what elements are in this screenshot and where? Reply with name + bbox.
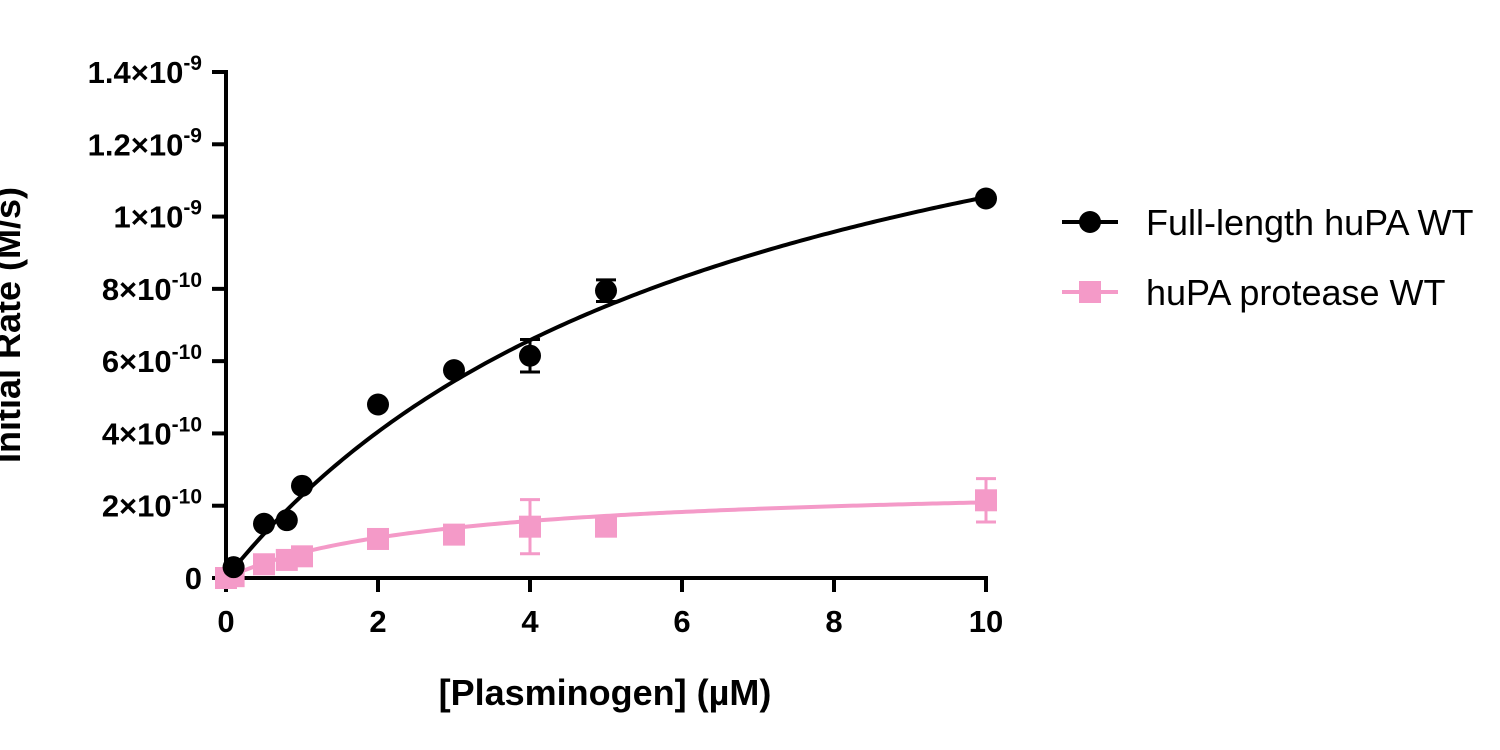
x-tick-label: 6 bbox=[673, 604, 690, 639]
x-axis-title: [Plasminogen] (µM) bbox=[439, 672, 772, 713]
data-point bbox=[595, 515, 617, 538]
y-tick-exponent: -10 bbox=[172, 269, 202, 292]
y-tick-mantissa: 1.2×10 bbox=[88, 127, 184, 162]
y-tick-exponent: -9 bbox=[183, 197, 202, 220]
y-tick-mantissa: 1.4×10 bbox=[88, 55, 184, 90]
y-tick-mantissa: 1×10 bbox=[113, 200, 183, 235]
y-tick-mantissa: 2×10 bbox=[102, 489, 172, 524]
y-tick-label: 1.2×10-9 bbox=[88, 124, 202, 162]
y-tick-mantissa: 6×10 bbox=[102, 344, 172, 379]
fit-curve bbox=[225, 500, 987, 580]
data-point bbox=[519, 344, 541, 367]
legend: Full-length huPA WT huPA protease WT bbox=[1062, 202, 1473, 313]
data-point bbox=[443, 359, 465, 382]
y-tick-mantissa: 4×10 bbox=[102, 416, 172, 451]
data-point bbox=[595, 279, 617, 302]
legend-item: Full-length huPA WT bbox=[1062, 202, 1473, 243]
data-point bbox=[291, 474, 313, 497]
data-point bbox=[975, 489, 997, 512]
series-full-length bbox=[222, 187, 997, 579]
legend-label: Full-length huPA WT bbox=[1146, 202, 1473, 243]
x-tick-label: 2 bbox=[369, 604, 386, 639]
legend-label: huPA protease WT bbox=[1146, 272, 1445, 313]
y-tick-exponent: -10 bbox=[172, 486, 202, 509]
x-tick-label: 0 bbox=[217, 604, 234, 639]
y-tick-exponent: -10 bbox=[172, 341, 202, 364]
data-point bbox=[443, 523, 465, 546]
data-point bbox=[275, 509, 298, 532]
y-tick-mantissa: 0 bbox=[185, 561, 202, 596]
y-tick-exponent: -10 bbox=[172, 413, 202, 436]
data-point bbox=[253, 553, 275, 576]
y-tick-label: 1×10-9 bbox=[113, 197, 202, 235]
data-point bbox=[367, 527, 389, 550]
legend-marker bbox=[1079, 211, 1101, 233]
x-axis-ticks: 0 2 4 6 8 10 bbox=[217, 578, 1003, 639]
x-tick-label: 8 bbox=[825, 604, 842, 639]
series-protease bbox=[215, 477, 997, 589]
legend-marker bbox=[1079, 281, 1101, 303]
y-tick-label: 6×10-10 bbox=[102, 341, 202, 379]
y-tick-label: 8×10-10 bbox=[102, 269, 202, 307]
data-point bbox=[291, 545, 313, 568]
y-axis-title: Initial Rate (M/s) bbox=[0, 187, 28, 463]
y-tick-label: 0 bbox=[185, 561, 202, 596]
plot-area bbox=[215, 187, 997, 589]
data-point bbox=[222, 556, 245, 579]
fit-curve bbox=[232, 195, 987, 570]
data-point bbox=[519, 515, 541, 538]
y-tick-label: 1.4×10-9 bbox=[88, 52, 202, 90]
y-tick-label: 2×10-10 bbox=[102, 486, 202, 524]
y-tick-exponent: -9 bbox=[183, 52, 202, 75]
legend-item: huPA protease WT bbox=[1062, 272, 1445, 313]
data-point bbox=[975, 187, 997, 210]
axes bbox=[224, 70, 988, 580]
data-point bbox=[253, 512, 275, 535]
y-axis-ticks: 02×10-104×10-106×10-108×10-101×10-91.2×1… bbox=[88, 52, 226, 596]
data-point bbox=[367, 393, 389, 416]
x-tick-label: 10 bbox=[969, 604, 1003, 639]
y-tick-label: 4×10-10 bbox=[102, 413, 202, 451]
y-tick-exponent: -9 bbox=[183, 124, 202, 147]
x-tick-label: 4 bbox=[521, 604, 539, 639]
y-tick-mantissa: 8×10 bbox=[102, 272, 172, 307]
